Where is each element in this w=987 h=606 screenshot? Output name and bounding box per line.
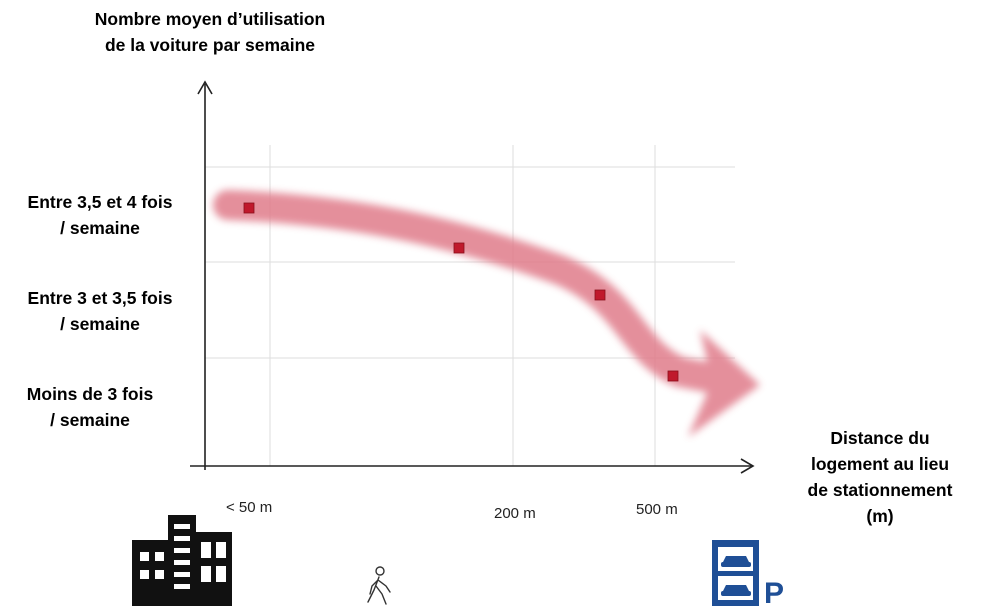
- y-category-label-3: Moins de 3 fois / semaine: [0, 381, 190, 433]
- y-category-3-line-2: / semaine: [50, 410, 130, 430]
- y-axis-title: Nombre moyen d’utilisation de la voiture…: [40, 6, 380, 58]
- y-category-2-line-1: Entre 3 et 3,5 fois: [27, 288, 173, 308]
- data-markers: [243, 202, 679, 382]
- x-tick-label-2: 200 m: [494, 505, 536, 522]
- trend-arrow-head: [688, 330, 760, 437]
- pedestrian-icon: [367, 566, 391, 605]
- grid: [205, 145, 735, 466]
- x-tick-label-1: < 50 m: [226, 499, 272, 516]
- x-tick-label-3: 500 m: [636, 501, 678, 518]
- y-axis-arrowhead: [197, 80, 213, 95]
- data-point-1: [243, 202, 255, 214]
- city-buildings-icon: [132, 515, 232, 606]
- y-category-3-line-1: Moins de 3 fois: [26, 384, 154, 404]
- y-category-1-line-1: Entre 3,5 et 4 fois: [27, 192, 173, 212]
- trend-arrow-body: [213, 190, 727, 393]
- data-point-3: [594, 289, 606, 301]
- y-category-label-2: Entre 3 et 3,5 fois / semaine: [0, 285, 200, 337]
- trend-arrow: [213, 190, 760, 437]
- x-title-line-2: logement au lieu: [810, 454, 950, 474]
- y-category-label-1: Entre 3,5 et 4 fois / semaine: [0, 189, 200, 241]
- y-category-2-line-2: / semaine: [60, 314, 140, 334]
- axes: [190, 80, 755, 474]
- x-axis-title: Distance du logement au lieu de stationn…: [780, 425, 980, 529]
- data-point-4: [667, 370, 679, 382]
- y-category-1-line-2: / semaine: [60, 218, 140, 238]
- x-axis-arrowhead: [740, 458, 755, 474]
- data-point-2: [453, 242, 465, 254]
- x-title-line-1: Distance du: [830, 428, 930, 448]
- x-title-line-4: (m): [866, 506, 894, 526]
- x-title-line-3: de stationnement: [807, 480, 953, 500]
- y-title-line-2: de la voiture par semaine: [104, 35, 316, 55]
- parking-garage-icon: P: [712, 540, 784, 606]
- parking-letter: P: [764, 577, 784, 606]
- y-title-line-1: Nombre moyen d’utilisation: [94, 9, 326, 29]
